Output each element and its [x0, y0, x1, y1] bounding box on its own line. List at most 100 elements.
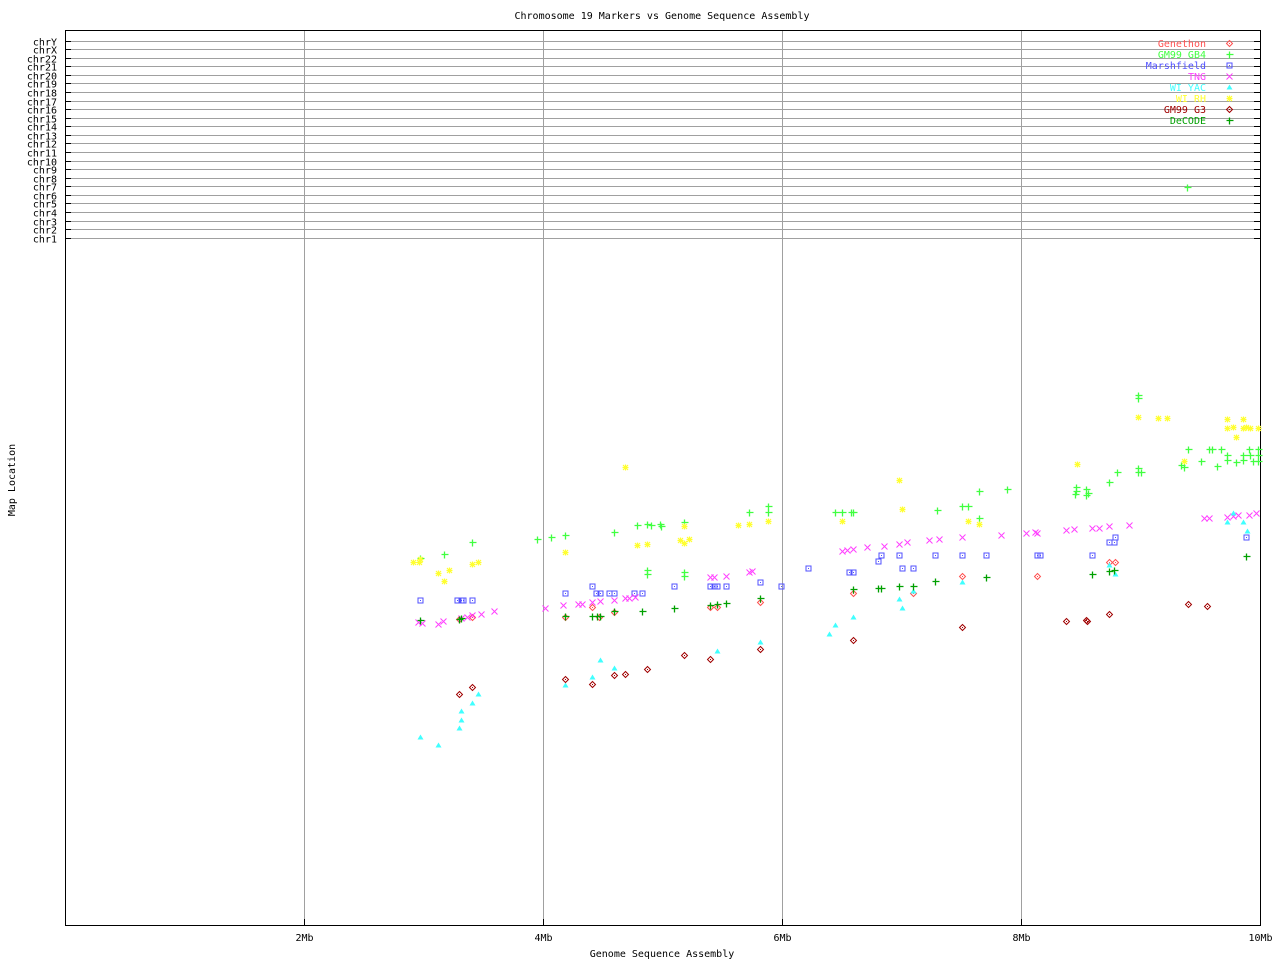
point-wi-rh [469, 561, 476, 568]
point-wi-yac [1240, 519, 1247, 525]
point-wi-yac [826, 631, 833, 637]
point-wi-rh [1255, 425, 1262, 432]
point-gm99-gb4 [1255, 446, 1263, 454]
point-decode [707, 602, 715, 610]
y-tick-label: chr2 [33, 226, 57, 237]
point-decode [597, 613, 605, 621]
point-wi-rh [746, 521, 753, 528]
legend-label-decode: DeCODE [1170, 116, 1206, 127]
point-gm99-gb4 [839, 509, 847, 517]
x-tick-label: 8Mb [1012, 933, 1030, 944]
point-tng [1246, 512, 1253, 519]
point-decode [714, 601, 722, 609]
point-marshfield [878, 552, 885, 559]
point-wi-yac [757, 639, 764, 645]
point-marshfield [723, 583, 730, 590]
point-marshfield [910, 565, 917, 572]
point-wi-yac [1244, 528, 1251, 534]
point-tng [464, 614, 471, 621]
point-gm99-gb4 [1106, 479, 1114, 487]
point-wi-rh [1243, 424, 1250, 431]
point-tng [478, 611, 485, 618]
point-gm99-g3 [643, 665, 652, 674]
y-axis-label: Map Location [7, 444, 18, 516]
point-decode [983, 574, 991, 582]
point-gm99-gb4 [1255, 452, 1263, 460]
point-gm99-g3 [756, 645, 765, 654]
point-gm99-gb4 [548, 534, 556, 542]
point-marshfield [1243, 534, 1250, 541]
point-gm99-g3 [1082, 616, 1091, 625]
point-decode [456, 616, 464, 624]
axes: chr1chr2chr3chr4chr5chr6chr7chr8chr9chr1… [27, 30, 1273, 944]
point-wi-yac [435, 742, 442, 748]
point-wi-rh [410, 559, 417, 566]
point-wi-rh [1233, 434, 1240, 441]
point-gm99-gb4 [976, 515, 984, 523]
point-marshfield [983, 552, 990, 559]
point-marshfield [469, 597, 476, 604]
point-wi-rh [644, 541, 651, 548]
y-tick-label: chr15 [27, 115, 57, 126]
point-marshfield [454, 597, 461, 604]
point-genethon [588, 603, 597, 612]
point-marshfield [959, 552, 966, 559]
point-tng [850, 546, 857, 553]
point-decode [932, 578, 940, 586]
point-wi-yac [458, 708, 465, 714]
point-wi-rh [1181, 458, 1188, 465]
point-wi-rh [839, 518, 846, 525]
point-wi-rh [976, 521, 983, 528]
x-tick-label: 4Mb [534, 933, 552, 944]
y-tick-label: chr18 [27, 89, 57, 100]
x-axis-label: Genome Sequence Assembly [590, 949, 735, 960]
y-tick-label: chr11 [27, 149, 57, 160]
y-tick-label: chr9 [33, 166, 57, 177]
legend-label-wi-yac: WI YAC [1170, 83, 1206, 94]
legend-label-genethon: Genethon [1158, 39, 1206, 50]
point-wi-rh [441, 578, 448, 585]
y-tick-label: chrY [33, 38, 57, 49]
y-tick-label: chr1 [33, 235, 57, 246]
point-tng [626, 595, 633, 602]
point-wi-yac [469, 700, 476, 706]
point-gm99-g3 [610, 671, 619, 680]
point-genethon [1033, 572, 1042, 581]
point-marshfield [562, 590, 569, 597]
point-gm99-g3 [1083, 617, 1092, 626]
legend-marker-wi-yac [1226, 84, 1233, 90]
point-tng [440, 618, 447, 625]
point-gm99-gb4 [634, 522, 642, 530]
point-marshfield [589, 583, 596, 590]
legend-marker-marshfield [1226, 62, 1233, 69]
point-gm99-gb4 [934, 507, 942, 515]
point-wi-rh [735, 522, 742, 529]
point-gm99-gb4 [658, 523, 666, 531]
y-tick-label: chr12 [27, 140, 57, 151]
plot-frame [65, 30, 1261, 926]
point-wi-rh [1135, 414, 1142, 421]
point-gm99-gb4 [1083, 492, 1091, 500]
x-tick-label: 6Mb [773, 933, 791, 944]
legend-label-tng: TNG [1188, 72, 1206, 83]
point-tng [926, 537, 933, 544]
point-marshfield [757, 579, 764, 586]
point-wi-rh [1155, 415, 1162, 422]
point-decode [1089, 571, 1097, 579]
point-tng [611, 597, 618, 604]
point-decode [896, 583, 904, 591]
point-wi-yac [1224, 519, 1231, 525]
point-marshfield [1106, 539, 1113, 546]
point-decode [458, 615, 466, 623]
point-wi-rh [677, 537, 684, 544]
y-tick-label: chr3 [33, 218, 57, 229]
y-tick-label: chr20 [27, 72, 57, 83]
point-tng [1063, 527, 1070, 534]
point-wi-rh [416, 559, 423, 566]
point-genethon [958, 572, 967, 581]
point-wi-rh [622, 464, 629, 471]
point-gm99-g3 [849, 636, 858, 645]
point-tng [1034, 530, 1041, 537]
point-wi-rh [1164, 415, 1171, 422]
